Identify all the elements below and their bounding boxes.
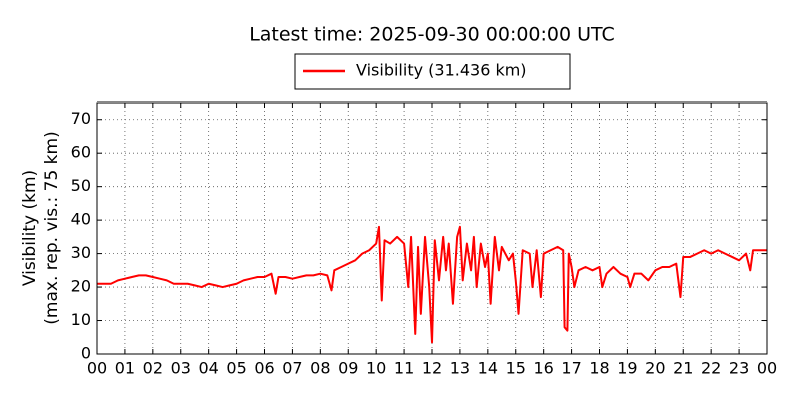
x-tick-label: 04: [198, 359, 218, 378]
data-line: [97, 225, 767, 344]
x-tick-label: 12: [422, 359, 442, 378]
y-tick-label: 60: [71, 143, 91, 162]
y-tick-label: 40: [71, 210, 91, 229]
x-tick-label: 20: [645, 359, 665, 378]
x-tick-label: 10: [366, 359, 386, 378]
x-tick-label: 18: [589, 359, 609, 378]
y-axis-label: (max. rep. vis.: 75 km): [42, 131, 62, 324]
y-tick-label: 70: [71, 109, 91, 128]
x-tick-label: 23: [729, 359, 749, 378]
y-axis-label: Visibility (km): [20, 170, 40, 286]
x-tick-label: 07: [282, 359, 302, 378]
x-tick-label: 08: [310, 359, 330, 378]
x-tick-label: 02: [143, 359, 163, 378]
x-tick-label: 06: [254, 359, 274, 378]
x-tick-label: 09: [338, 359, 358, 378]
x-tick-label: 13: [450, 359, 470, 378]
x-tick-label: 00: [87, 359, 107, 378]
y-tick-label: 10: [71, 310, 91, 329]
chart-title: Latest time: 2025-09-30 00:00:00 UTC: [249, 24, 615, 46]
x-tick-label: 21: [673, 359, 693, 378]
x-tick-label: 15: [506, 359, 526, 378]
x-tick-label: 14: [478, 359, 498, 378]
x-tick-label: 17: [561, 359, 581, 378]
y-tick-label: 0: [81, 344, 91, 363]
y-tick-label: 50: [71, 176, 91, 195]
x-tick-label: 00: [757, 359, 777, 378]
x-tick-label: 22: [701, 359, 721, 378]
x-tick-label: 11: [394, 359, 414, 378]
legend-label: Visibility (31.436 km): [356, 61, 527, 80]
x-tick-label: 03: [171, 359, 191, 378]
x-tick-label: 16: [533, 359, 553, 378]
y-tick-label: 20: [71, 277, 91, 296]
x-tick-label: 19: [617, 359, 637, 378]
x-tick-label: 01: [115, 359, 135, 378]
y-tick-label: 30: [71, 243, 91, 262]
x-tick-label: 05: [226, 359, 246, 378]
